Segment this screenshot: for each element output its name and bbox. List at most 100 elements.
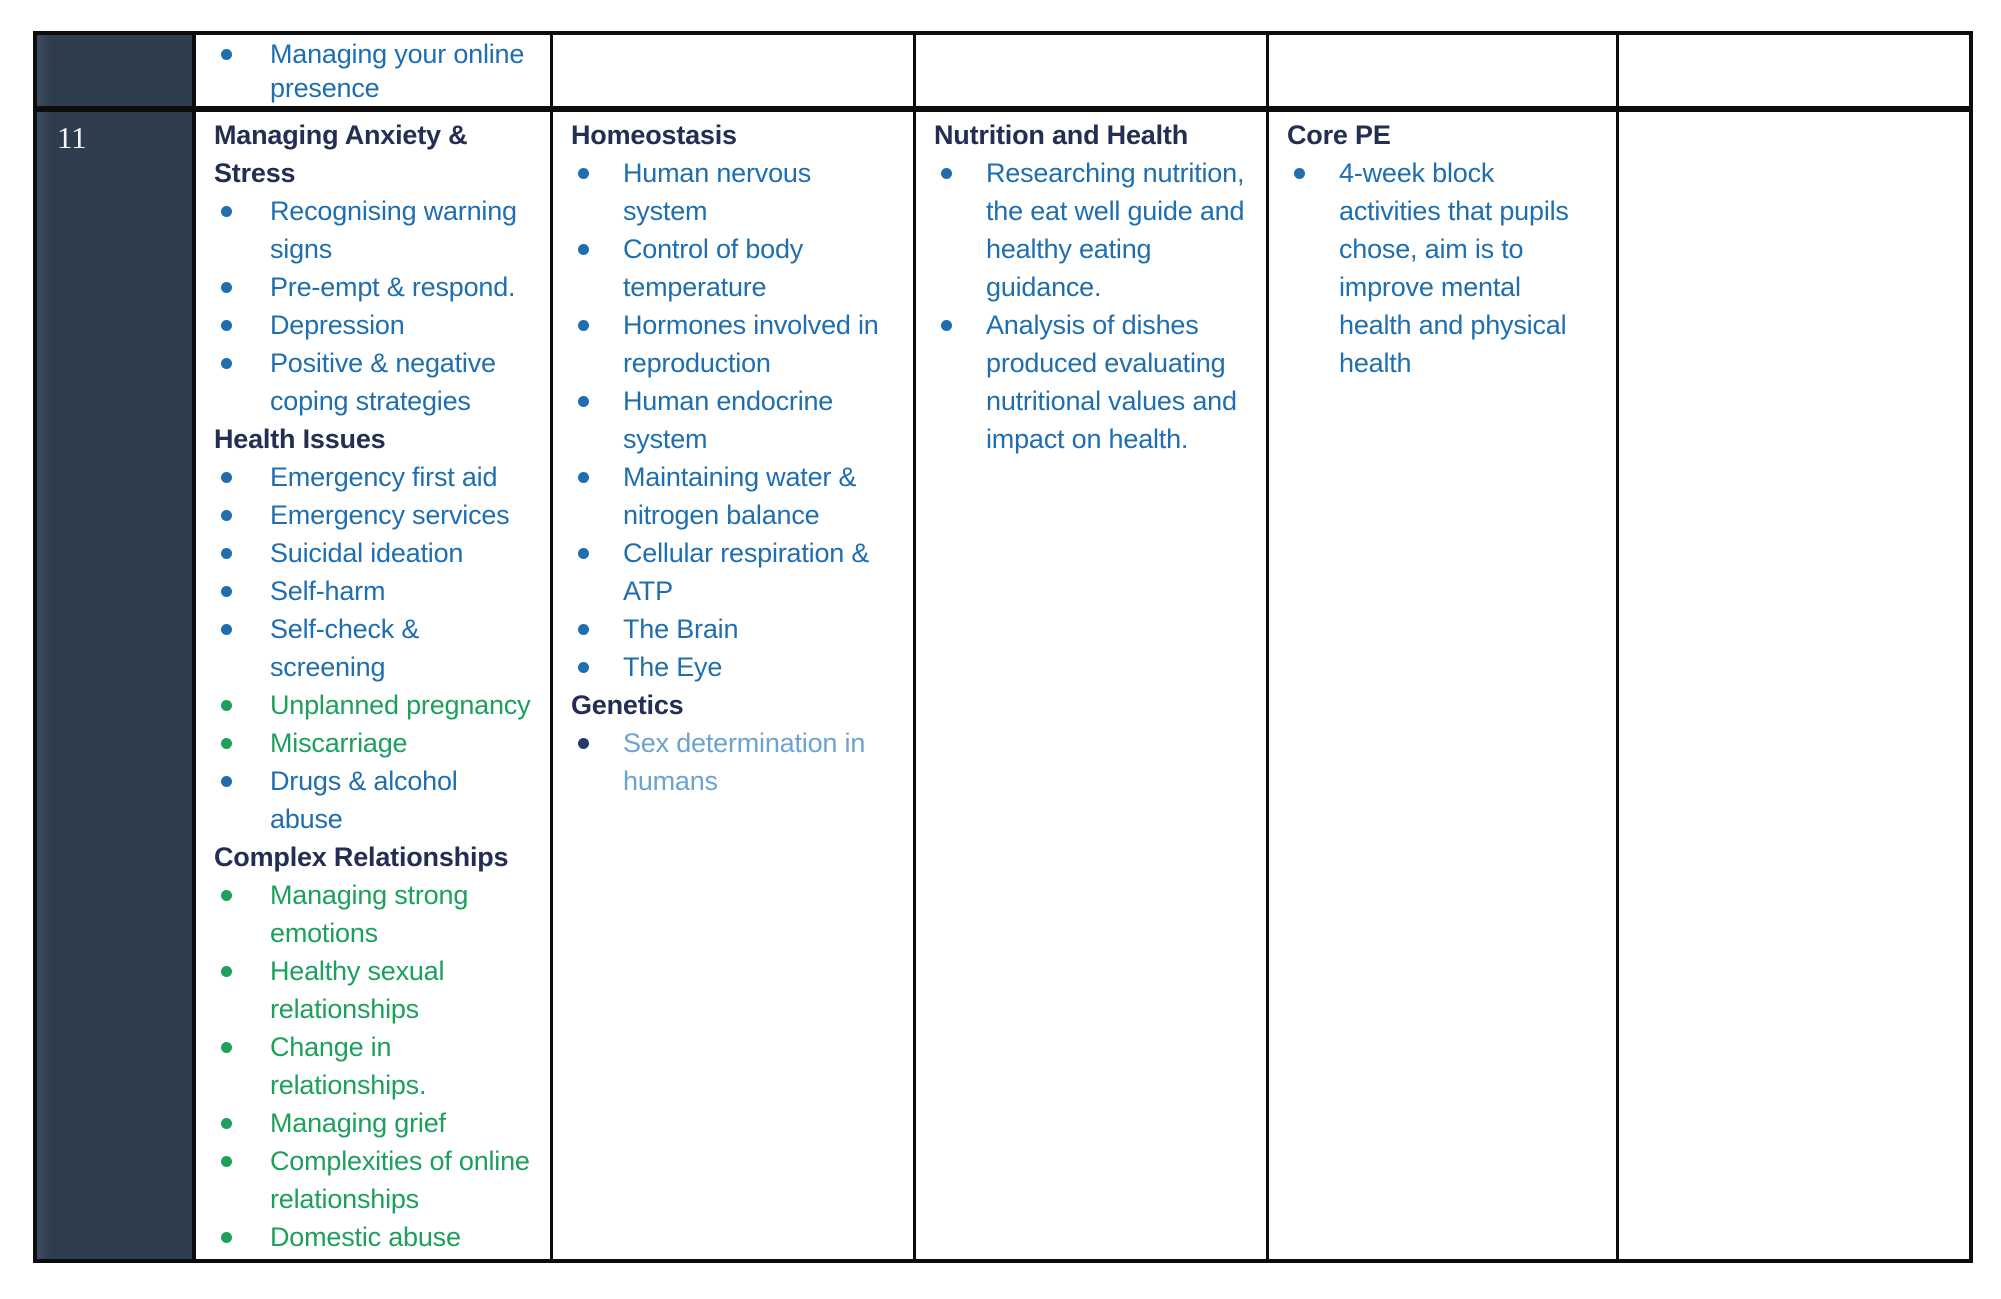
bullet-dot (214, 724, 270, 762)
bullet-dot (214, 192, 270, 268)
bullet-dot (214, 1104, 270, 1142)
cell-row0-pshe: Managing your online presence (196, 35, 553, 112)
bullet-text: Managing your online presence (270, 39, 525, 103)
year-cell-11: 11 (37, 112, 196, 1259)
bullet-text: Analysis of dishes produced evaluating n… (986, 310, 1237, 454)
bullet-item: Miscarriage (214, 724, 532, 762)
bullet-item: Healthy sexual relationships (214, 952, 532, 1028)
section-heading: Complex Relationships (214, 842, 509, 872)
section-heading: Genetics (571, 690, 684, 720)
bullet-text: Hormones involved in reproduction (623, 310, 879, 378)
year-cell-top (37, 35, 196, 112)
bullet-item: Recognising warning signs (214, 192, 532, 268)
bullet-text: Positive & negative coping strategies (270, 348, 496, 416)
bullet-text: Change in relationships. (270, 1032, 427, 1100)
bullet-dot (571, 154, 623, 230)
cell-year11-pe: Core PE 4-week block activities that pupi… (1269, 112, 1619, 1259)
bullet-text: Self-check & screening (270, 614, 420, 682)
bullet-dot (214, 610, 270, 686)
bullet-dot (214, 1218, 270, 1256)
bullet-item: Suicidal ideation (214, 534, 532, 572)
bullet-item: Managing strong emotions (214, 876, 532, 952)
bullet-item: Sex determination in humans (571, 724, 895, 800)
bullet-item: Positive & negative coping strategies (214, 344, 532, 420)
bullet-item: Self-harm (214, 572, 532, 610)
bullet-dot (214, 37, 270, 105)
bullet-item: Unplanned pregnancy (214, 686, 532, 724)
bullet-dot (214, 344, 270, 420)
cell-year11-empty (1619, 112, 1969, 1259)
cell-row0-science (553, 35, 916, 112)
bullet-item: Human endocrine system (571, 382, 895, 458)
bullet-dot (571, 724, 623, 800)
bullet-text: Self-harm (270, 576, 386, 606)
bullet-item: 4-week block activities that pupils chos… (1287, 154, 1598, 382)
bullet-text: Complexities of online relationships (270, 1146, 530, 1214)
bullet-item: Emergency first aid (214, 458, 532, 496)
bullet-text: Human endocrine system (623, 386, 834, 454)
cell-year11-food: Nutrition and Health Researching nutritio… (916, 112, 1269, 1259)
bullet-item: Depression (214, 306, 532, 344)
bullet-text: Emergency first aid (270, 462, 498, 492)
bullet-text: Miscarriage (270, 728, 408, 758)
bullet-item: Managing your online presence (214, 37, 532, 105)
bullet-item: Maintaining water & nitrogen balance (571, 458, 895, 534)
section-heading: Health Issues (214, 424, 386, 454)
bullet-item: Managing grief (214, 1104, 532, 1142)
cell-year11-science: Homeostasis Human nervous system Control o… (553, 112, 916, 1259)
bullet-text: Researching nutrition, the eat well guid… (986, 158, 1245, 302)
bullet-item: Cellular respiration & ATP (571, 534, 895, 610)
bullet-item: The Brain (571, 610, 895, 648)
curriculum-table: Managing your online presence 11 Managin… (33, 31, 1973, 1263)
bullet-text: Maintaining water & nitrogen balance (623, 462, 857, 530)
bullet-dot (214, 1142, 270, 1218)
bullet-dot (214, 686, 270, 724)
bullet-dot (571, 382, 623, 458)
bullet-dot (571, 534, 623, 610)
bullet-text: Cellular respiration & ATP (623, 538, 870, 606)
bullet-text: The Brain (623, 614, 739, 644)
bullet-dot (571, 610, 623, 648)
year-label (37, 35, 192, 43)
bullet-text: Depression (270, 310, 405, 340)
bullet-dot (571, 458, 623, 534)
bullet-text: Drugs & alcohol abuse (270, 766, 458, 834)
bullet-item: The Eye (571, 648, 895, 686)
bullet-dot (571, 306, 623, 382)
bullet-text: Domestic abuse (270, 1222, 461, 1252)
bullet-item: Researching nutrition, the eat well guid… (934, 154, 1248, 306)
bullet-text: The Eye (623, 652, 723, 682)
section-heading: Core PE (1287, 120, 1391, 150)
bullet-text: Pre-empt & respond. (270, 272, 516, 302)
section-heading: Nutrition and Health (934, 120, 1188, 150)
bullet-text: Unplanned pregnancy (270, 690, 531, 720)
bullet-text: Emergency services (270, 500, 510, 530)
bullet-dot (934, 306, 986, 458)
bullet-item: Emergency services (214, 496, 532, 534)
bullet-item: Human nervous system (571, 154, 895, 230)
bullet-item: Change in relationships. (214, 1028, 532, 1104)
section-heading: Managing Anxiety & Stress (214, 120, 468, 188)
bullet-text: 4-week block activities that pupils chos… (1339, 158, 1569, 378)
bullet-item: Hormones involved in reproduction (571, 306, 895, 382)
bullet-text: Recognising warning signs (270, 196, 517, 264)
section-heading: Homeostasis (571, 120, 737, 150)
bullet-text: Control of body temperature (623, 234, 804, 302)
bullet-dot (214, 762, 270, 838)
cell-row0-empty (1619, 35, 1969, 112)
bullet-dot (214, 876, 270, 952)
bullet-text: Suicidal ideation (270, 538, 464, 568)
bullet-dot (571, 230, 623, 306)
cell-row0-pe (1269, 35, 1619, 112)
bullet-text: Managing strong emotions (270, 880, 469, 948)
bullet-dot (214, 458, 270, 496)
bullet-text: Managing grief (270, 1108, 446, 1138)
cell-year11-pshe: Managing Anxiety & Stress Recognising war… (196, 112, 553, 1259)
cell-row0-food (916, 35, 1269, 112)
bullet-dot (214, 572, 270, 610)
bullet-dot (214, 1028, 270, 1104)
bullet-item: Pre-empt & respond. (214, 268, 532, 306)
bullet-dot (934, 154, 986, 306)
bullet-text: Human nervous system (623, 158, 811, 226)
